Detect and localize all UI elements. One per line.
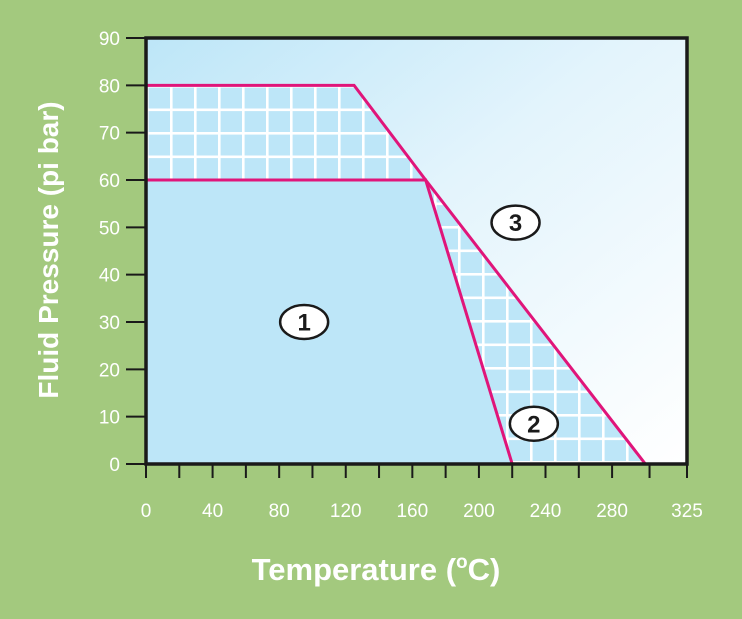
y-tick-label: 0 (109, 455, 120, 476)
plot-frame (144, 36, 689, 466)
x-axis-title: Temperature (oC) (252, 552, 501, 587)
x-tick-label: 120 (330, 501, 362, 522)
y-tick-label: 40 (99, 266, 120, 287)
upper-boundary-line (146, 83, 647, 465)
x-tick-label: 200 (463, 501, 495, 522)
y-tick-label: 80 (99, 76, 120, 97)
y-tick-label: 60 (99, 171, 120, 192)
region-label-3: 3 (490, 204, 541, 241)
y-tick-label: 50 (99, 218, 120, 239)
y-axis: 0 10 20 30 40 50 60 70 80 90 (99, 29, 146, 476)
region-number: 3 (509, 210, 522, 237)
y-tick-label: 20 (99, 360, 120, 381)
region-label-2: 2 (508, 405, 560, 443)
x-tick-label: 0 (141, 501, 152, 522)
y-tick-label: 90 (99, 29, 120, 50)
region-label-1: 1 (278, 303, 330, 341)
region-badge (508, 405, 560, 443)
x-tick-label: 160 (396, 501, 428, 522)
y-tick-label: 10 (99, 408, 120, 429)
y-axis-title: Fluid Pressure (pi bar) (33, 101, 64, 398)
x-tick-label: 240 (530, 501, 562, 522)
region-number: 2 (527, 411, 540, 438)
x-tick-label: 80 (269, 501, 290, 522)
region-number: 1 (297, 310, 310, 337)
region-labels: 1 2 3 (278, 204, 560, 443)
region-badge (278, 303, 330, 341)
x-tick-label: 280 (596, 501, 628, 522)
y-tick-label: 30 (99, 313, 120, 334)
lower-boundary-line (146, 178, 514, 465)
y-tick-label: 70 (99, 124, 120, 145)
region-badge (490, 204, 541, 241)
x-axis: 0 40 80 120 160 200 240 280 325 (141, 464, 703, 522)
x-tick-label: 325 (671, 501, 703, 522)
x-tick-label: 40 (202, 501, 223, 522)
